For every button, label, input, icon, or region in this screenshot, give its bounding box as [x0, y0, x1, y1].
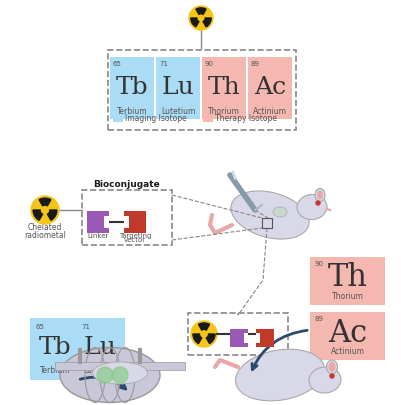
Text: Th: Th [207, 75, 240, 98]
Text: Bioconjugate: Bioconjugate [93, 180, 160, 189]
Text: Linker: Linker [87, 233, 108, 239]
Ellipse shape [308, 367, 340, 393]
FancyBboxPatch shape [203, 115, 213, 122]
Wedge shape [206, 334, 215, 343]
FancyBboxPatch shape [255, 333, 259, 343]
Text: Actinium: Actinium [330, 347, 364, 356]
Text: 89: 89 [314, 316, 323, 322]
Text: Terbium: Terbium [40, 366, 70, 375]
Ellipse shape [314, 188, 324, 202]
FancyBboxPatch shape [201, 57, 245, 119]
FancyBboxPatch shape [124, 211, 146, 233]
Text: Chelated: Chelated [28, 223, 62, 232]
Circle shape [329, 374, 333, 378]
Ellipse shape [326, 360, 337, 374]
Text: Lutetium: Lutetium [83, 366, 117, 375]
Ellipse shape [92, 362, 147, 384]
FancyBboxPatch shape [309, 257, 384, 305]
Circle shape [190, 321, 217, 347]
FancyBboxPatch shape [87, 211, 109, 233]
FancyBboxPatch shape [110, 57, 154, 119]
Ellipse shape [60, 347, 160, 403]
Circle shape [198, 16, 203, 20]
Text: Lutetium: Lutetium [160, 107, 195, 116]
FancyBboxPatch shape [255, 329, 273, 347]
FancyBboxPatch shape [104, 216, 109, 228]
Text: Ac: Ac [253, 75, 286, 98]
Text: Imaging Isotope: Imaging Isotope [125, 114, 186, 123]
Circle shape [31, 196, 59, 224]
Text: 71: 71 [81, 324, 90, 330]
Text: 90: 90 [314, 261, 323, 267]
FancyBboxPatch shape [78, 320, 122, 378]
Circle shape [201, 332, 206, 336]
FancyBboxPatch shape [124, 216, 129, 228]
FancyBboxPatch shape [33, 320, 77, 378]
Circle shape [43, 207, 47, 213]
FancyBboxPatch shape [30, 318, 125, 380]
Ellipse shape [316, 190, 322, 200]
FancyBboxPatch shape [113, 115, 123, 122]
Text: Therapy Isotope: Therapy Isotope [215, 114, 276, 123]
Circle shape [315, 201, 319, 205]
Wedge shape [203, 18, 211, 27]
FancyBboxPatch shape [188, 313, 287, 355]
Circle shape [188, 6, 213, 30]
Text: Lu: Lu [83, 337, 116, 360]
FancyBboxPatch shape [309, 312, 384, 360]
Circle shape [97, 367, 113, 383]
Wedge shape [33, 210, 43, 220]
FancyBboxPatch shape [156, 57, 200, 119]
Ellipse shape [296, 194, 326, 220]
FancyBboxPatch shape [243, 333, 247, 343]
Text: Thorium: Thorium [208, 107, 239, 116]
Wedge shape [47, 210, 57, 220]
Text: 65: 65 [113, 61, 122, 67]
FancyBboxPatch shape [82, 190, 172, 245]
Text: 90: 90 [205, 61, 213, 67]
Wedge shape [192, 334, 201, 343]
Text: Tb: Tb [38, 337, 71, 360]
Text: Actinium: Actinium [252, 107, 286, 116]
Wedge shape [195, 8, 206, 14]
Text: Tb: Tb [115, 75, 148, 98]
Text: radiometal: radiometal [24, 231, 66, 240]
FancyBboxPatch shape [229, 329, 247, 347]
Text: Terbium: Terbium [116, 107, 147, 116]
Text: vector: vector [124, 237, 146, 243]
Text: Targeting: Targeting [119, 233, 151, 239]
FancyBboxPatch shape [247, 57, 291, 119]
FancyBboxPatch shape [108, 50, 295, 130]
Wedge shape [39, 198, 51, 206]
Text: Ac: Ac [327, 318, 366, 348]
Text: 65: 65 [36, 324, 45, 330]
Ellipse shape [328, 362, 335, 372]
Text: Lu: Lu [161, 75, 194, 98]
Text: 89: 89 [250, 61, 259, 67]
Wedge shape [198, 323, 209, 330]
Text: Th: Th [327, 262, 367, 294]
Circle shape [112, 367, 128, 383]
FancyBboxPatch shape [55, 362, 184, 370]
Text: Thorium: Thorium [331, 292, 363, 301]
Ellipse shape [272, 207, 286, 217]
Ellipse shape [235, 349, 324, 401]
Ellipse shape [230, 191, 308, 239]
Wedge shape [190, 18, 198, 27]
Text: 71: 71 [159, 61, 168, 67]
